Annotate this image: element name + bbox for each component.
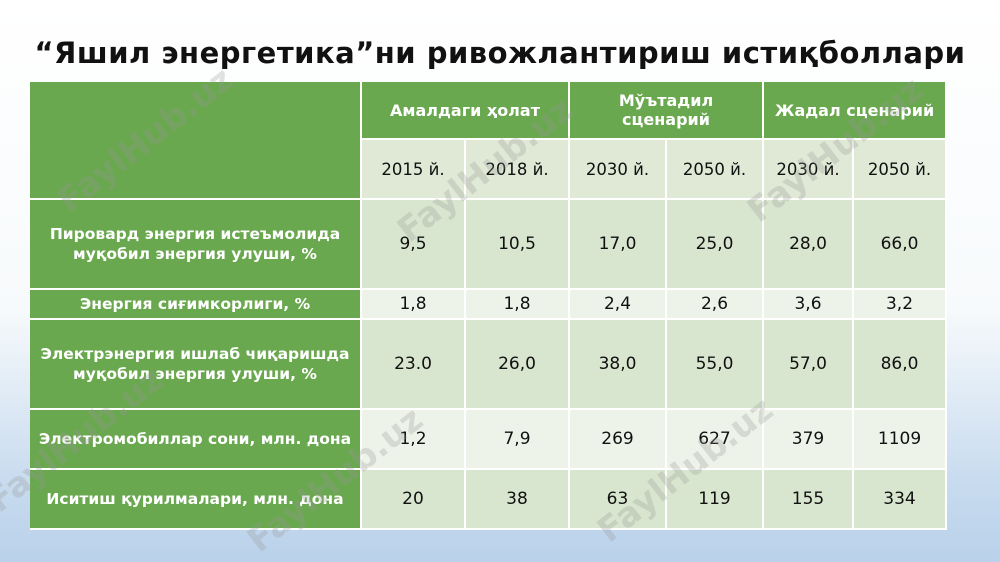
value-cell: 7,9 <box>466 410 570 470</box>
slide-title: “Яшил энергетика”ни ривожлантириш истиқб… <box>34 36 966 70</box>
row-label: Электромобиллар сони, млн. дона <box>30 410 362 470</box>
value-cell: 63 <box>570 470 667 530</box>
value-cell: 38,0 <box>570 320 667 410</box>
value-cell: 10,5 <box>466 200 570 290</box>
value-cell: 20 <box>362 470 466 530</box>
year-header: 2030 й. <box>570 140 667 200</box>
value-cell: 9,5 <box>362 200 466 290</box>
value-cell: 23.0 <box>362 320 466 410</box>
value-cell: 2,6 <box>667 290 765 320</box>
value-cell: 25,0 <box>667 200 765 290</box>
row-label: Электрэнергия ишлаб чиқаришда муқобил эн… <box>30 320 362 410</box>
value-cell: 334 <box>854 470 948 530</box>
value-cell: 26,0 <box>466 320 570 410</box>
value-cell: 379 <box>764 410 855 470</box>
row-label: Пировард энергия истеъмолида муқобил эне… <box>30 200 362 290</box>
value-cell: 1,2 <box>362 410 466 470</box>
value-cell: 1,8 <box>362 290 466 320</box>
corner-header <box>30 82 362 200</box>
value-cell: 86,0 <box>854 320 948 410</box>
table-row: Энергия сиғимкорлиги, % 1,8 1,8 2,4 2,6 … <box>30 290 948 320</box>
row-label: Энергия сиғимкорлиги, % <box>30 290 362 320</box>
group-header-rapid: Жадал сценарий <box>764 82 948 140</box>
year-header: 2050 й. <box>667 140 765 200</box>
value-cell: 1,8 <box>466 290 570 320</box>
value-cell: 2,4 <box>570 290 667 320</box>
scenario-table: Амалдаги ҳолат Мўътадил сценарий Жадал с… <box>30 82 948 530</box>
group-header-current: Амалдаги ҳолат <box>362 82 570 140</box>
table-row: Иситиш қурилмалари, млн. дона 20 38 63 1… <box>30 470 948 530</box>
value-cell: 119 <box>667 470 765 530</box>
year-header: 2015 й. <box>362 140 466 200</box>
value-cell: 1109 <box>854 410 948 470</box>
value-cell: 155 <box>764 470 855 530</box>
value-cell: 55,0 <box>667 320 765 410</box>
year-header: 2018 й. <box>466 140 570 200</box>
table-row: Электромобиллар сони, млн. дона 1,2 7,9 … <box>30 410 948 470</box>
value-cell: 38 <box>466 470 570 530</box>
group-header-moderate: Мўътадил сценарий <box>570 82 765 140</box>
value-cell: 66,0 <box>854 200 948 290</box>
value-cell: 17,0 <box>570 200 667 290</box>
value-cell: 57,0 <box>764 320 855 410</box>
year-header: 2030 й. <box>764 140 855 200</box>
year-header: 2050 й. <box>854 140 948 200</box>
value-cell: 28,0 <box>764 200 855 290</box>
value-cell: 269 <box>570 410 667 470</box>
row-label: Иситиш қурилмалари, млн. дона <box>30 470 362 530</box>
value-cell: 3,2 <box>854 290 948 320</box>
value-cell: 627 <box>667 410 765 470</box>
table-row: Пировард энергия истеъмолида муқобил эне… <box>30 200 948 290</box>
value-cell: 3,6 <box>764 290 855 320</box>
table-row: Электрэнергия ишлаб чиқаришда муқобил эн… <box>30 320 948 410</box>
